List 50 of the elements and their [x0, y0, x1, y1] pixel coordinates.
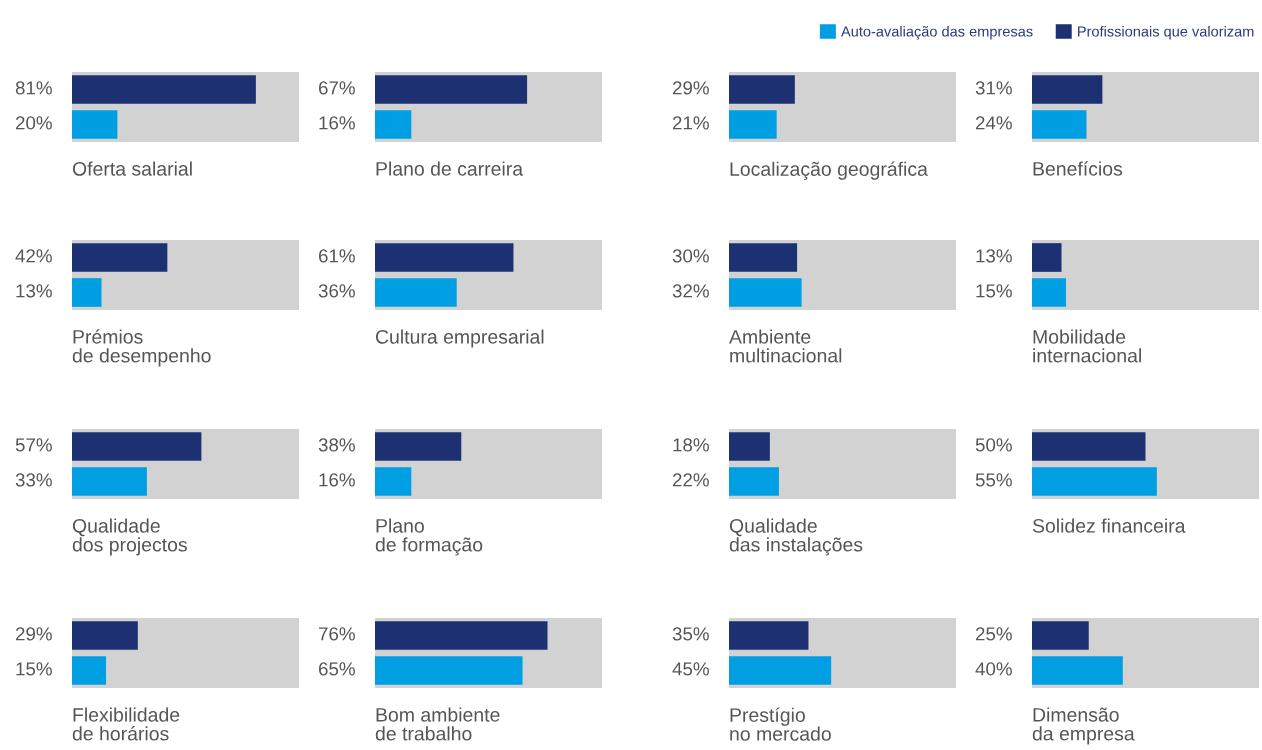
- data-label: 55%: [975, 473, 1012, 487]
- data-label: 16%: [319, 473, 355, 487]
- legend-label: Profissionais que valorizam: [1078, 25, 1254, 40]
- data-label: 13%: [16, 284, 52, 298]
- data-label: 31%: [975, 81, 1012, 95]
- x-axis-title: Mobilidade internacional: [1033, 329, 1141, 363]
- x-axis-title: Ambiente multinacional: [729, 329, 842, 363]
- x-axis-title: Plano de formação: [375, 518, 483, 556]
- x-axis-title: Oferta salarial: [72, 161, 192, 176]
- data-label: 22%: [672, 473, 709, 487]
- x-axis-title: Dimensão da empresa: [1032, 707, 1135, 745]
- data-label: 40%: [975, 662, 1012, 676]
- data-label: 24%: [975, 116, 1012, 130]
- data-label: 61%: [318, 249, 355, 263]
- data-label: 20%: [15, 116, 52, 130]
- data-label: 32%: [672, 284, 709, 298]
- x-axis-title: Qualidade dos projectos: [72, 518, 187, 556]
- x-axis-title: Solidez financeira: [1032, 518, 1186, 533]
- data-label: 18%: [673, 438, 709, 452]
- data-label: 15%: [976, 284, 1012, 298]
- x-axis-title: Prestígio no mercado: [730, 707, 831, 741]
- x-axis-title: Flexibilidade de horários: [72, 707, 180, 741]
- x-axis-title: Prémios de desempenho: [72, 329, 211, 367]
- data-label: 57%: [15, 438, 52, 452]
- legend-label: Auto-avaliação das empresas: [841, 25, 1033, 40]
- data-label: 21%: [672, 116, 709, 130]
- data-label: 38%: [318, 438, 355, 452]
- data-label: 29%: [672, 81, 709, 95]
- x-axis-title: Qualidade das instalações: [729, 518, 863, 556]
- data-label: 50%: [975, 438, 1012, 452]
- x-axis-title: Plano de carreira: [376, 161, 524, 176]
- data-label: 45%: [672, 662, 709, 676]
- data-label: 16%: [319, 116, 355, 130]
- data-label: 25%: [975, 627, 1012, 641]
- data-label: 13%: [976, 249, 1012, 263]
- data-label: 67%: [318, 81, 355, 95]
- x-axis-title: Cultura empresarial: [375, 329, 544, 348]
- x-axis-title: Bom ambiente de trabalho: [375, 707, 500, 741]
- x-axis-title: Benefícios: [1033, 161, 1123, 176]
- data-label: 65%: [318, 662, 355, 676]
- data-label: 33%: [15, 473, 52, 487]
- data-label: 29%: [15, 627, 52, 641]
- data-label: 81%: [15, 81, 52, 95]
- data-label: 76%: [318, 627, 355, 641]
- data-label: 36%: [318, 284, 355, 298]
- x-axis-title: Localização geográfica: [730, 161, 928, 180]
- data-label: 30%: [672, 249, 709, 263]
- data-label: 35%: [672, 627, 709, 641]
- data-label: 42%: [15, 249, 52, 263]
- data-label: 15%: [16, 662, 52, 676]
